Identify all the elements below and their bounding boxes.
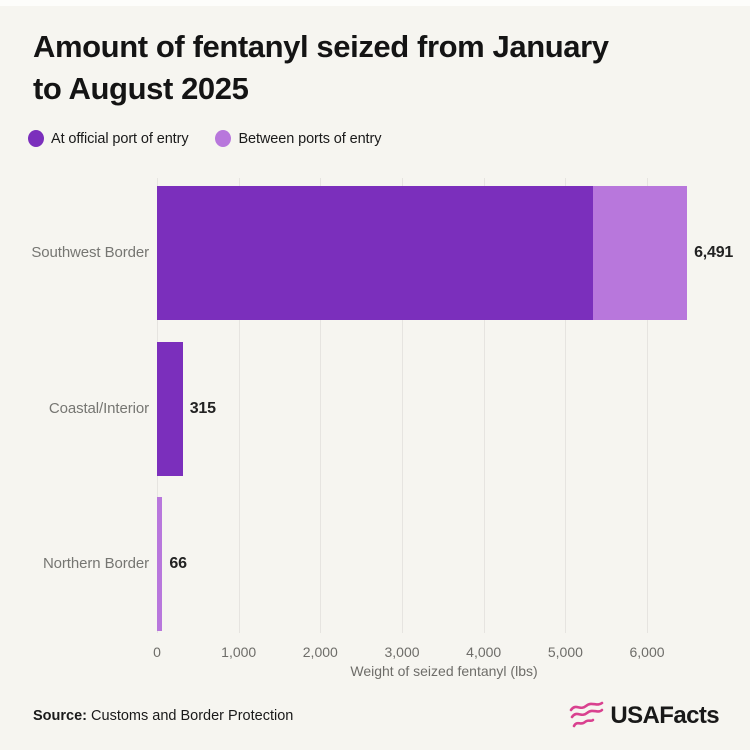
x-tick-4,000: 4,000 bbox=[466, 644, 502, 660]
bar-segment-0-1 bbox=[593, 186, 688, 320]
gridline-2,000 bbox=[320, 178, 322, 633]
page-title-line1: Amount of fentanyl seized from January bbox=[33, 29, 609, 64]
legend: At official port of entry Between ports o… bbox=[28, 130, 381, 147]
category-label-2: Northern Border bbox=[42, 555, 149, 572]
legend-label: Between ports of entry bbox=[238, 130, 382, 147]
gridline-4,000 bbox=[483, 178, 485, 633]
usafacts-flag-icon bbox=[568, 700, 605, 731]
usafacts-logo: USAFacts bbox=[568, 700, 720, 731]
value-label-1: 315 bbox=[189, 399, 216, 417]
page-title: Amount of fentanyl seized from January t… bbox=[33, 26, 609, 110]
value-label-0: 6,491 bbox=[694, 244, 734, 261]
x-tick-6,000: 6,000 bbox=[629, 644, 665, 660]
usafacts-wordmark: USAFacts bbox=[610, 701, 719, 729]
legend-swatch-icon bbox=[28, 130, 44, 147]
category-label-0: Southwest Border bbox=[31, 244, 149, 261]
source-label: Source: bbox=[33, 708, 87, 724]
x-tick-0: 0 bbox=[153, 644, 161, 660]
top-border bbox=[0, 0, 750, 6]
legend-label: At official port of entry bbox=[51, 130, 189, 147]
category-label-1: Coastal/Interior bbox=[48, 399, 149, 417]
x-axis-title: Weight of seized fentanyl (lbs) bbox=[350, 663, 538, 679]
page-title-line2: to August 2025 bbox=[33, 71, 249, 106]
source-note: Source: Customs and Border Protection bbox=[33, 708, 293, 724]
legend-item-1: Between ports of entry bbox=[215, 130, 381, 147]
bar-segment-1-0 bbox=[157, 341, 183, 476]
legend-item-0: At official port of entry bbox=[28, 130, 189, 147]
x-tick-3,000: 3,000 bbox=[384, 644, 420, 660]
source-text: Customs and Border Protection bbox=[91, 708, 294, 724]
x-tick-5,000: 5,000 bbox=[547, 644, 583, 660]
x-tick-1,000: 1,000 bbox=[221, 644, 257, 660]
value-label-2: 66 bbox=[169, 555, 187, 572]
bar-segment-0-0 bbox=[157, 186, 594, 320]
gridline-5,000 bbox=[565, 178, 567, 633]
x-tick-2,000: 2,000 bbox=[302, 644, 338, 660]
gridline-1,000 bbox=[238, 178, 240, 633]
gridline-3,000 bbox=[402, 178, 403, 633]
legend-swatch-icon bbox=[215, 130, 232, 147]
gridline-6,000 bbox=[647, 178, 648, 633]
bar-segment-2-1 bbox=[157, 497, 163, 631]
